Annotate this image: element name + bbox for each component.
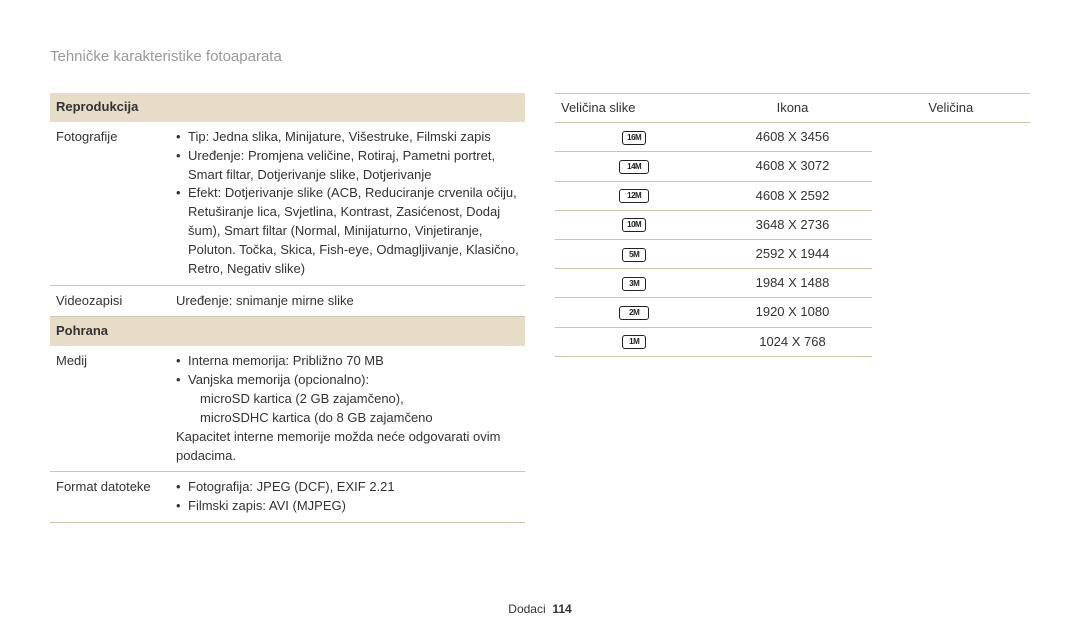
size-row: 10M 3648 X 2736 [555,210,1030,239]
image-size-label: Veličina slike [555,94,713,123]
size-value-cell: 1984 X 1488 [713,269,871,298]
photos-item-2: Uređenje: Promjena veličine, Rotiraj, Pa… [176,147,519,185]
size-icon-cell: 12M [555,181,713,210]
right-column: Veličina slike Ikona Veličina 16M 4608 X … [555,93,1030,523]
size-row: 14M 4608 X 3072 [555,152,1030,181]
section-reprodukcija: Reprodukcija [50,93,525,122]
row-video-value: Uređenje: snimanje mirne slike [170,285,525,317]
megapixel-icon: 10M [622,218,646,232]
media-item-2a: microSD kartica (2 GB zajamčeno), [188,390,519,409]
footer-page-number: 114 [552,602,571,616]
size-value-cell: 1024 X 768 [713,327,871,356]
row-format-value: Fotografija: JPEG (DCF), EXIF 2.21 Films… [170,472,525,523]
sizes-header-row: Veličina slike Ikona Veličina [555,94,1030,123]
page-title: Tehničke karakteristike fotoaparata [50,48,1030,65]
row-photos-label: Fotografije [50,122,170,285]
megapixel-icon: 3M [622,277,646,291]
section-reprodukcija-label: Reprodukcija [50,93,525,122]
format-item-2: Filmski zapis: AVI (MJPEG) [176,497,519,516]
size-icon-cell: 2M [555,298,713,327]
row-format: Format datoteke Fotografija: JPEG (DCF),… [50,472,525,523]
row-photos: Fotografije Tip: Jedna slika, Minijature… [50,122,525,285]
megapixel-icon: 1M [622,335,646,349]
format-item-1: Fotografija: JPEG (DCF), EXIF 2.21 [176,478,519,497]
size-icon-cell: 14M [555,152,713,181]
section-pohrana-label: Pohrana [50,317,525,346]
spec-table-left: Reprodukcija Fotografije Tip: Jedna slik… [50,93,525,523]
megapixel-icon: 5M [622,248,646,262]
photos-item-3: Efekt: Dotjerivanje slike (ACB, Reducira… [176,184,519,278]
megapixel-icon: 16M [622,131,646,145]
sizes-hdr-size: Veličina [872,94,1030,123]
size-row: 2M 1920 X 1080 [555,298,1030,327]
section-pohrana: Pohrana [50,317,525,346]
media-item-2: Vanjska memorija (opcionalno): microSD k… [176,371,519,428]
size-row: 3M 1984 X 1488 [555,269,1030,298]
size-value-cell: 3648 X 2736 [713,210,871,239]
size-icon-cell: 1M [555,327,713,356]
size-icon-cell: 3M [555,269,713,298]
media-item-1: Interna memorija: Približno 70 MB [176,352,519,371]
size-value-cell: 4608 X 2592 [713,181,871,210]
size-row: 5M 2592 X 1944 [555,239,1030,268]
size-icon-cell: 10M [555,210,713,239]
content-columns: Reprodukcija Fotografije Tip: Jedna slik… [50,93,1030,523]
row-format-label: Format datoteke [50,472,170,523]
size-value-cell: 4608 X 3072 [713,152,871,181]
size-icon-cell: 5M [555,239,713,268]
left-column: Reprodukcija Fotografije Tip: Jedna slik… [50,93,525,523]
size-value-cell: 2592 X 1944 [713,239,871,268]
page-footer: Dodaci 114 [0,602,1080,616]
size-value-cell: 4608 X 3456 [713,123,871,152]
row-media: Medij Interna memorija: Približno 70 MB … [50,346,525,472]
media-note: Kapacitet interne memorije možda neće od… [176,428,519,466]
size-icon-cell: 16M [555,123,713,152]
row-video: Videozapisi Uređenje: snimanje mirne sli… [50,285,525,317]
footer-section: Dodaci [508,602,545,616]
megapixel-icon: 12M [619,189,649,203]
megapixel-icon: 14M [619,160,649,174]
row-media-label: Medij [50,346,170,472]
size-value-cell: 1920 X 1080 [713,298,871,327]
megapixel-icon: 2M [619,306,649,320]
photos-item-1: Tip: Jedna slika, Minijature, Višestruke… [176,128,519,147]
row-video-label: Videozapisi [50,285,170,317]
media-item-2b: microSDHC kartica (do 8 GB zajamčeno [188,409,519,428]
sizes-hdr-icon: Ikona [713,94,871,123]
sizes-table: Veličina slike Ikona Veličina 16M 4608 X … [555,93,1030,357]
size-row: 1M 1024 X 768 [555,327,1030,356]
size-row: 16M 4608 X 3456 [555,123,1030,152]
row-media-value: Interna memorija: Približno 70 MB Vanjsk… [170,346,525,472]
media-item-2-head: Vanjska memorija (opcionalno): [188,372,369,387]
row-photos-value: Tip: Jedna slika, Minijature, Višestruke… [170,122,525,285]
size-row: 12M 4608 X 2592 [555,181,1030,210]
